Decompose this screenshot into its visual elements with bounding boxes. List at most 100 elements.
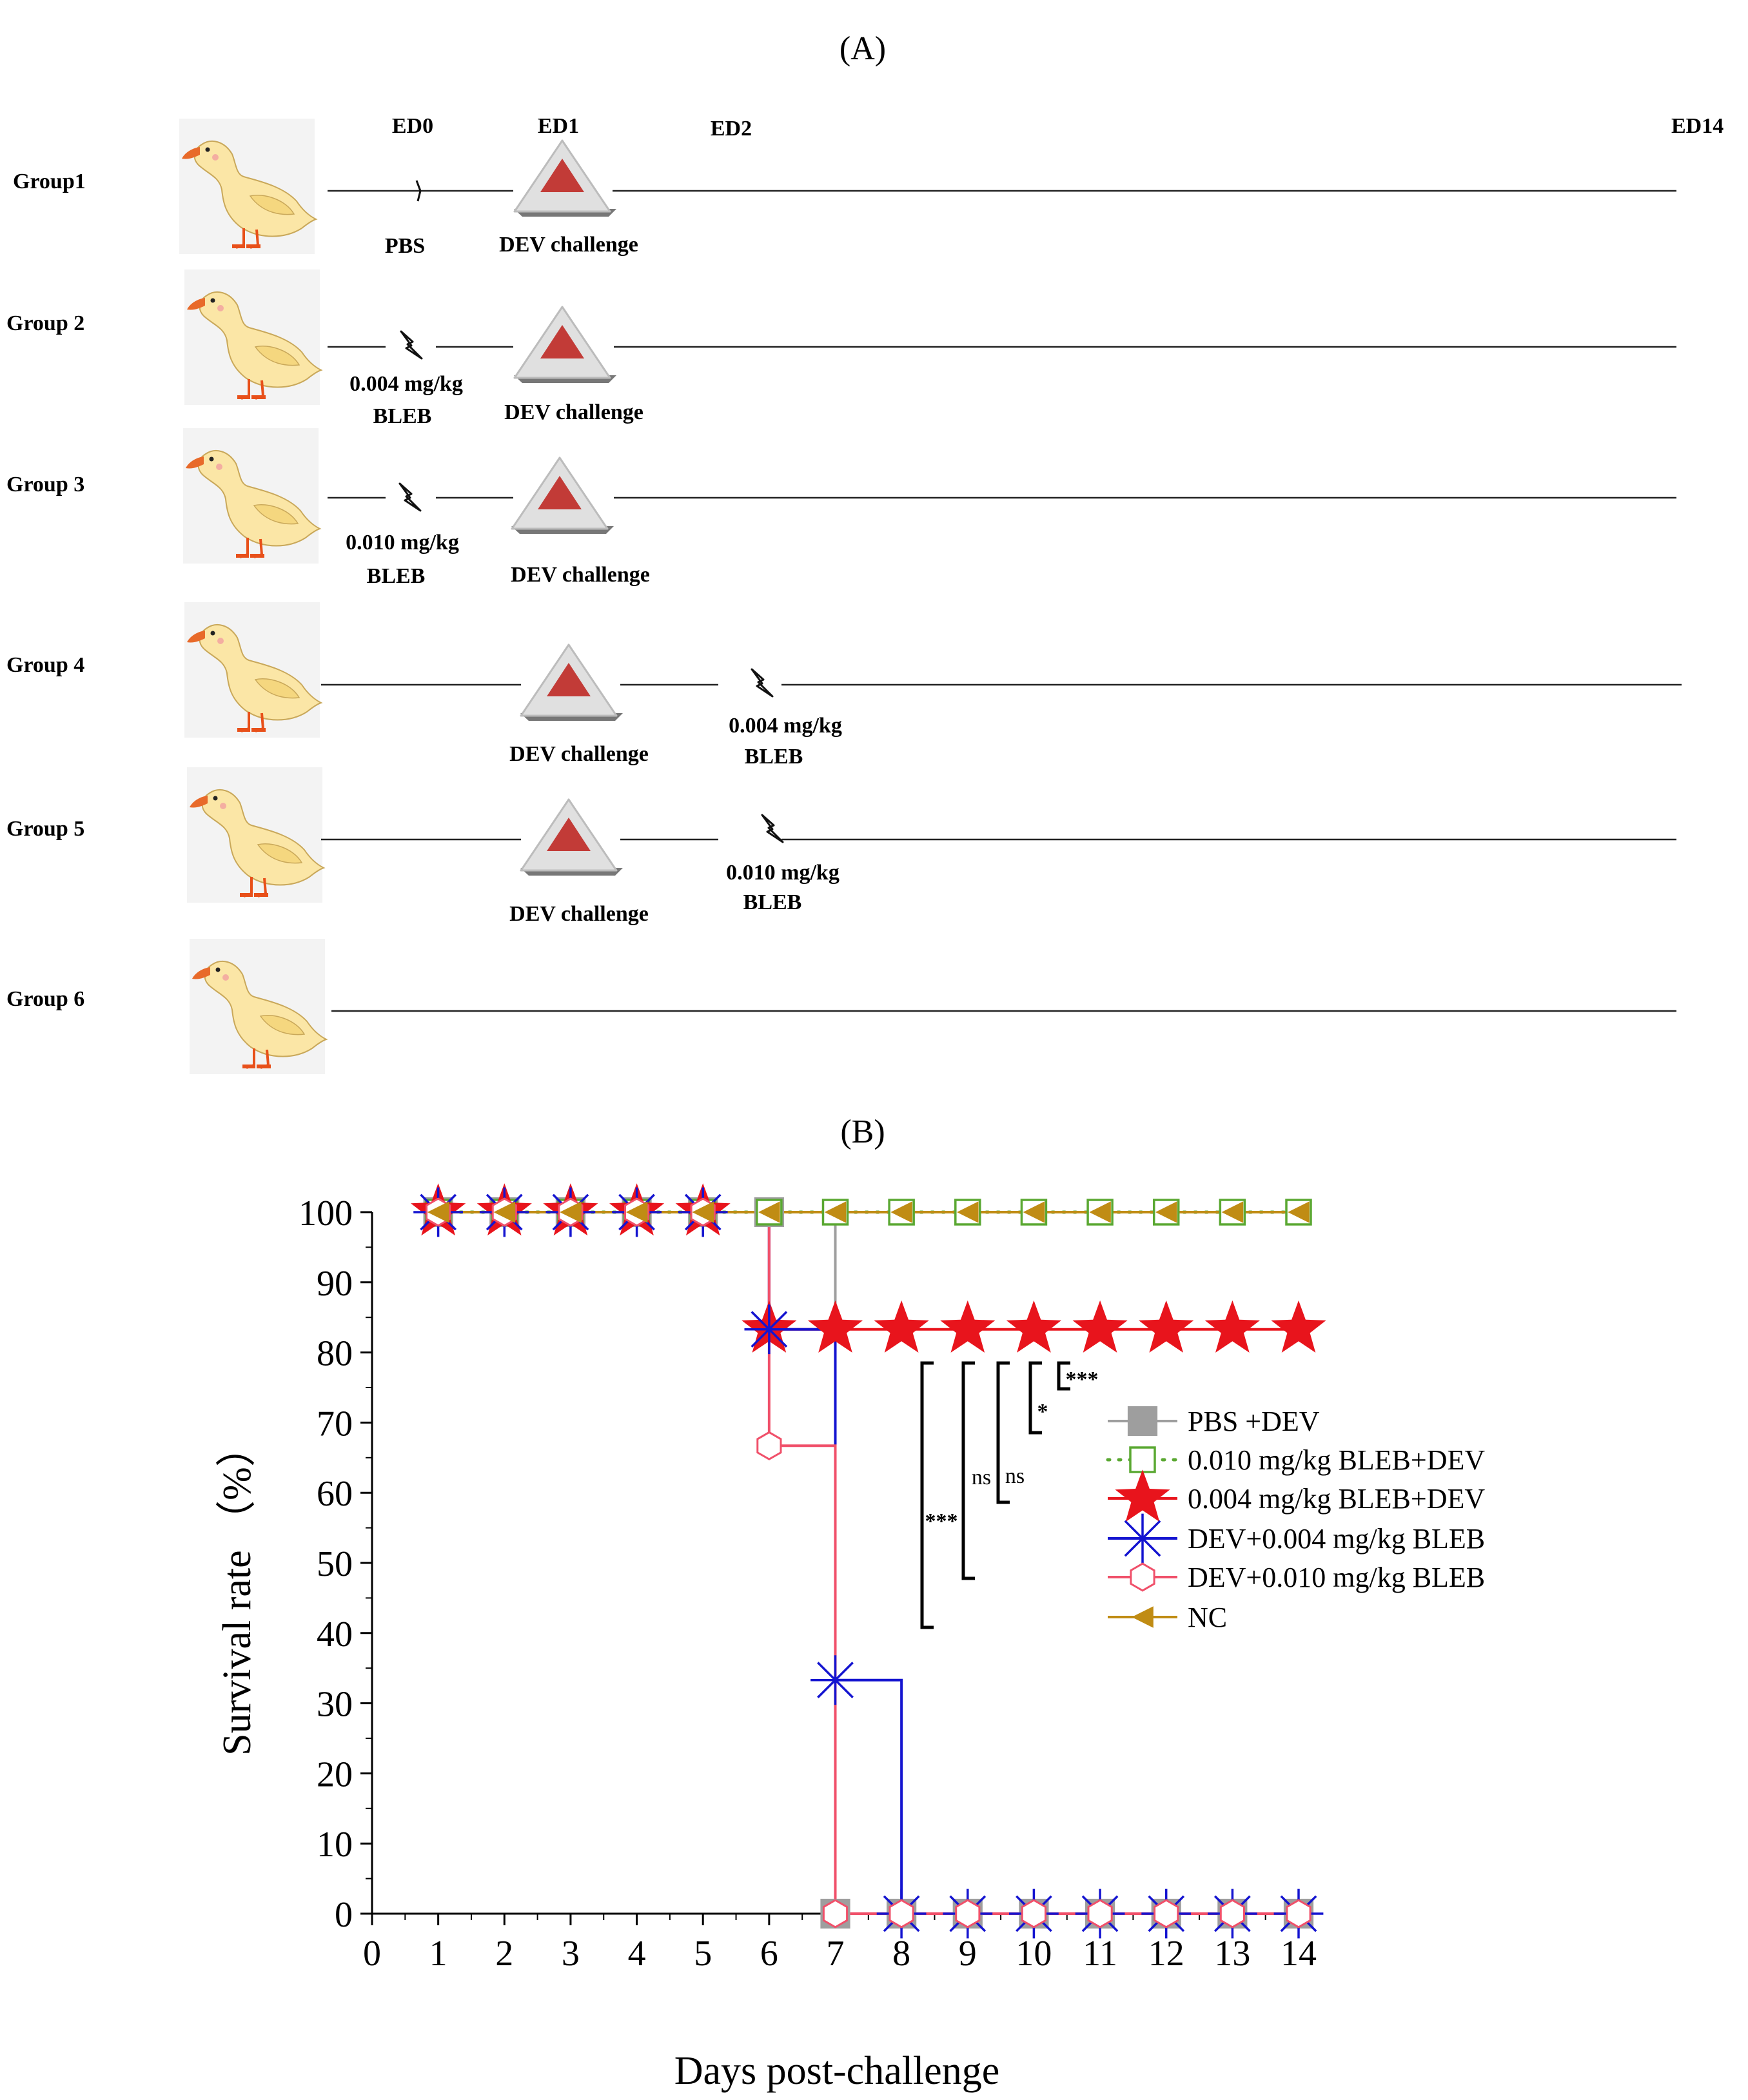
challenge-triangle-icon xyxy=(513,139,618,218)
legend-label-6: NC xyxy=(1188,1602,1227,1633)
x-tick-label: 9 xyxy=(959,1934,977,1974)
y-tick-label: 60 xyxy=(317,1474,353,1514)
x-tick-label: 3 xyxy=(562,1934,580,1974)
treatment-drug: BLEB xyxy=(373,404,432,428)
duck-icon xyxy=(190,939,326,1074)
y-tick-label: 0 xyxy=(335,1895,353,1935)
data-point-series-3 xyxy=(1271,1300,1326,1353)
significance-label: ns xyxy=(1005,1464,1025,1488)
y-tick-label: 50 xyxy=(317,1544,353,1584)
y-tick-label: 70 xyxy=(317,1404,353,1444)
data-point-series-3 xyxy=(1072,1300,1128,1353)
y-tick-label: 10 xyxy=(317,1825,353,1865)
injection-tick-icon xyxy=(415,180,422,202)
data-point-series-6 xyxy=(1155,1201,1177,1223)
group-3-row: Group 3 0.010 mg/kg BLEB DEV challenge xyxy=(6,428,1676,588)
challenge-triangle-icon xyxy=(519,798,624,877)
day-markers: ED0 ED1 ED2 ED14 xyxy=(392,114,1723,141)
data-point-series-6 xyxy=(1089,1201,1111,1223)
legend-marker-2 xyxy=(1129,1446,1156,1473)
x-tick-label: 4 xyxy=(628,1934,646,1974)
challenge-triangle-icon xyxy=(519,643,624,722)
data-point-series-5 xyxy=(955,1899,981,1928)
y-tick-label: 40 xyxy=(317,1614,353,1654)
data-point-series-3 xyxy=(807,1300,863,1353)
data-point-series-3 xyxy=(940,1300,996,1353)
significance-bracket xyxy=(961,1361,975,1580)
x-tick-label: 11 xyxy=(1083,1934,1117,1974)
significance-bracket xyxy=(996,1361,1010,1504)
x-tick-label: 10 xyxy=(1016,1934,1052,1974)
day-marker-ed2: ED2 xyxy=(711,117,752,141)
chart-series-markers xyxy=(411,1183,1326,1939)
treatment-drug: BLEB xyxy=(743,890,802,914)
legend-marker-6 xyxy=(1132,1606,1154,1628)
significance-bracket xyxy=(1028,1361,1042,1435)
challenge-label: DEV challenge xyxy=(511,563,650,587)
treatment-dose: 0.004 mg/kg xyxy=(349,372,463,396)
x-tick-label: 13 xyxy=(1214,1934,1250,1974)
data-point-series-6 xyxy=(956,1201,979,1223)
data-point-series-5 xyxy=(822,1899,849,1928)
survival-chart: 0 1 2 3 4 5 6 7 8 9 10 11 12 13 1401020304050607080901… xyxy=(215,1183,1485,2093)
data-point-series-4 xyxy=(810,1655,860,1705)
treatment-drug: BLEB xyxy=(367,564,426,588)
data-point-series-3 xyxy=(1204,1300,1260,1353)
significance-label: ns xyxy=(972,1466,991,1489)
data-point-series-6 xyxy=(1288,1201,1310,1223)
group-1-row: Group1 PBS DEV challenge xyxy=(13,119,1676,258)
challenge-triangle-icon xyxy=(513,306,618,384)
data-point-series-6 xyxy=(493,1201,516,1223)
challenge-label: DEV challenge xyxy=(504,400,643,424)
duck-icon xyxy=(183,428,320,564)
data-point-series-6 xyxy=(890,1201,912,1223)
significance-label: *** xyxy=(1066,1368,1099,1391)
group-name: Group 2 xyxy=(6,311,84,335)
group-name: Group 3 xyxy=(6,473,84,496)
y-tick-label: 30 xyxy=(317,1685,353,1725)
data-point-series-5 xyxy=(889,1899,914,1928)
legend-label-5: DEV+0.010 mg/kg BLEB xyxy=(1188,1562,1485,1593)
data-point-series-6 xyxy=(560,1201,582,1223)
panel-a-label: (A) xyxy=(840,30,886,67)
x-tick-label: 8 xyxy=(892,1934,910,1974)
significance-bracket xyxy=(920,1361,934,1629)
y-tick-label: 20 xyxy=(317,1754,353,1794)
x-tick-label: 6 xyxy=(760,1934,778,1974)
injection-bolt-icon xyxy=(761,814,784,843)
x-tick-label: 7 xyxy=(827,1934,845,1974)
injection-bolt-icon xyxy=(400,330,423,360)
data-point-series-5 xyxy=(1154,1899,1179,1928)
y-tick-label: 100 xyxy=(299,1193,353,1233)
legend-marker-4 xyxy=(1117,1513,1168,1564)
data-point-series-5 xyxy=(756,1431,782,1460)
data-point-series-6 xyxy=(427,1201,449,1223)
data-point-series-6 xyxy=(758,1201,780,1223)
y-tick-label: 80 xyxy=(317,1334,353,1374)
x-axis-label: Days post-challenge xyxy=(674,2049,999,2093)
significance-label: *** xyxy=(925,1509,958,1533)
data-point-series-5 xyxy=(1219,1899,1245,1928)
data-point-series-6 xyxy=(1221,1201,1244,1223)
injection-bolt-icon xyxy=(398,482,422,512)
legend-marker-1 xyxy=(1127,1406,1158,1437)
significance-bracket xyxy=(1057,1361,1070,1391)
data-point-series-6 xyxy=(1023,1201,1045,1223)
data-point-series-6 xyxy=(824,1201,847,1223)
x-tick-label: 14 xyxy=(1281,1934,1317,1974)
significance-brackets: ***ns ns**** xyxy=(920,1361,1099,1629)
group-name: Group 5 xyxy=(6,817,84,841)
duck-icon xyxy=(184,270,321,405)
data-point-series-3 xyxy=(1139,1300,1194,1353)
treatment-dose: 0.010 mg/kg xyxy=(726,861,840,885)
x-tick-label: 2 xyxy=(495,1934,513,1974)
legend-label-1: PBS +DEV xyxy=(1188,1406,1320,1437)
duck-icon xyxy=(187,767,324,903)
group-name: Group 6 xyxy=(6,987,84,1011)
treatment-dose: 0.010 mg/kg xyxy=(346,531,459,554)
x-tick-label: 12 xyxy=(1148,1934,1184,1974)
panel-b-label: (B) xyxy=(840,1114,885,1150)
chart-legend: PBS +DEV 0.010 mg/kg BLEB+DEV 0.004 mg/kg … xyxy=(1106,1406,1485,1633)
group-6-row: Group 6 xyxy=(6,939,1676,1074)
